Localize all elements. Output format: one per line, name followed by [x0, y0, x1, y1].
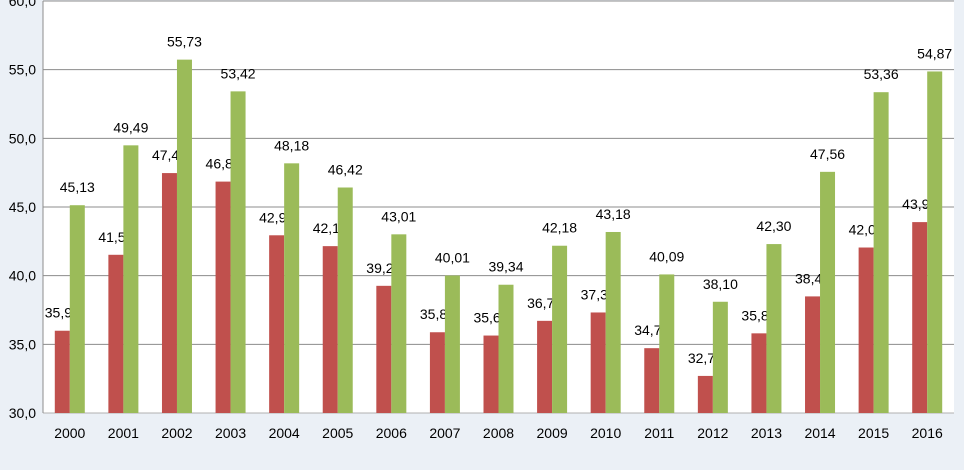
x-tick-label: 2015	[858, 425, 889, 441]
bar-green	[659, 274, 675, 413]
x-tick-label: 2013	[751, 425, 782, 441]
data-label-green: 40,01	[435, 250, 470, 266]
x-tick-label: 2001	[108, 425, 139, 441]
data-label-green: 48,18	[274, 137, 309, 153]
y-tick-label: 45,0	[9, 199, 36, 215]
bar-red	[697, 375, 713, 413]
bar-red	[54, 330, 70, 413]
x-tick-label: 2011	[644, 425, 674, 441]
bar-red	[858, 247, 874, 413]
bar-green	[444, 275, 460, 413]
data-label-green: 42,18	[542, 220, 577, 236]
bar-red	[215, 181, 231, 413]
data-label-green: 54,87	[917, 45, 952, 61]
bar-green	[498, 284, 514, 413]
x-tick-label: 2000	[54, 425, 85, 441]
data-label-green: 53,42	[221, 65, 256, 81]
bar-red	[322, 246, 338, 413]
x-tick-label: 2009	[537, 425, 568, 441]
y-tick-label: 55,0	[9, 62, 36, 78]
y-tick-label: 60,0	[9, 0, 36, 9]
bar-red	[537, 320, 553, 413]
bar-red	[483, 335, 499, 413]
bar-green	[605, 231, 621, 413]
y-tick-label: 35,0	[9, 336, 36, 352]
bar-green	[712, 301, 728, 413]
x-tick-label: 2003	[215, 425, 246, 441]
y-tick-label: 30,0	[9, 405, 36, 421]
bar-red	[912, 222, 928, 413]
x-tick-label: 2004	[269, 425, 300, 441]
y-tick-label: 50,0	[9, 130, 36, 146]
bar-green	[766, 244, 782, 413]
data-label-green: 49,49	[113, 119, 148, 135]
data-label-green: 46,42	[328, 161, 363, 177]
bar-green	[820, 171, 836, 413]
x-tick-label: 2002	[161, 425, 192, 441]
data-label-green: 43,18	[596, 206, 631, 222]
bar-green	[927, 71, 943, 414]
data-label-green: 47,56	[810, 146, 845, 162]
data-label-green: 53,36	[864, 66, 899, 82]
x-tick-label: 2010	[590, 425, 621, 441]
bar-red	[161, 173, 177, 413]
bar-red	[644, 348, 660, 413]
data-label-green: 40,09	[649, 248, 684, 264]
data-label-green: 38,10	[703, 276, 738, 292]
bar-green	[123, 145, 139, 413]
x-tick-label: 2008	[483, 425, 514, 441]
x-tick-label: 2012	[697, 425, 728, 441]
bar-red	[108, 254, 124, 413]
bar-green	[337, 187, 353, 413]
data-label-green: 42,30	[756, 218, 791, 234]
bar-red	[269, 235, 285, 413]
bar-red	[805, 296, 821, 413]
bar-red	[376, 285, 392, 413]
y-tick-label: 40,0	[9, 268, 36, 284]
data-label-green: 43,01	[381, 208, 416, 224]
x-tick-label: 2016	[912, 425, 943, 441]
bar-green	[230, 91, 246, 414]
data-label-green: 39,34	[488, 259, 523, 275]
bar-green	[176, 59, 192, 414]
bar-green	[873, 92, 889, 413]
bar-green	[69, 205, 85, 413]
data-label-green: 45,13	[60, 179, 95, 195]
x-tick-label: 2007	[429, 425, 460, 441]
bar-green	[391, 234, 407, 413]
bar-green	[552, 245, 568, 413]
x-tick-label: 2006	[376, 425, 407, 441]
x-tick-label: 2005	[322, 425, 353, 441]
data-label-green: 55,73	[167, 34, 202, 50]
bar-red	[429, 332, 445, 413]
bar-red	[751, 333, 767, 413]
bar-red	[590, 312, 606, 413]
bar-green	[284, 163, 300, 413]
x-tick-label: 2014	[804, 425, 835, 441]
